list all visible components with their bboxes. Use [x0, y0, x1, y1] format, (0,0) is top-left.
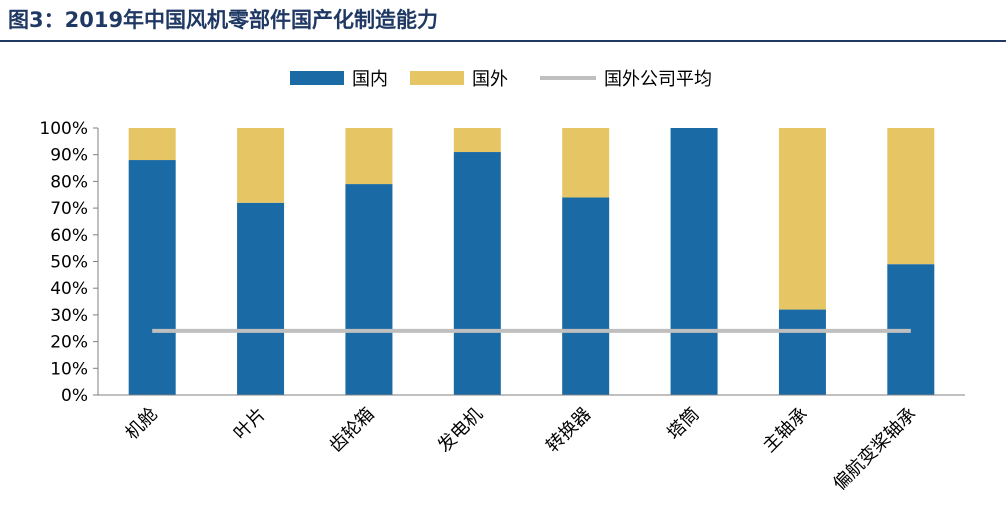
y-tick-label: 50%	[50, 253, 88, 273]
x-category-label: 转换器	[542, 404, 595, 457]
bar-foreign-1	[237, 128, 285, 203]
bar-domestic-6	[778, 309, 826, 395]
y-tick-label: 80%	[50, 172, 88, 192]
y-tick-label: 100%	[39, 119, 88, 139]
y-tick-label: 60%	[50, 226, 88, 246]
y-tick-label: 70%	[50, 199, 88, 219]
y-tick-label: 30%	[50, 306, 88, 326]
y-tick-label: 90%	[50, 146, 88, 166]
bar-foreign-7	[887, 128, 935, 265]
bar-foreign-0	[128, 128, 176, 161]
bar-foreign-2	[345, 128, 393, 185]
x-category-label: 机舱	[121, 404, 161, 444]
x-axis: 机舱 叶片 齿轮箱 发电机 转换器 塔筒 主轴承 偏航变桨轴承	[98, 394, 965, 495]
legend-domestic-label: 国内	[352, 69, 388, 90]
bar-foreign-4	[562, 128, 610, 198]
x-category-label: 主轴承	[759, 404, 812, 457]
x-category-label: 塔筒	[663, 404, 703, 444]
bar-domestic-5	[670, 128, 718, 395]
x-category-label: 偏航变桨轴承	[829, 404, 920, 495]
y-tick-label: 40%	[50, 279, 88, 299]
bar-domestic-3	[453, 152, 501, 395]
bar-domestic-0	[128, 160, 176, 395]
y-tick-label: 0%	[61, 386, 88, 406]
x-category-label: 齿轮箱	[325, 404, 378, 457]
bars	[128, 128, 935, 395]
legend: 国内 国外 国外公司平均	[290, 69, 712, 90]
legend-foreign-swatch	[410, 71, 464, 85]
title-rule	[0, 40, 1006, 42]
legend-domestic-swatch	[290, 71, 344, 85]
y-tick-label: 20%	[50, 333, 88, 353]
x-category-label: 叶片	[230, 404, 270, 444]
x-category-label: 发电机	[434, 404, 487, 457]
bar-foreign-3	[453, 128, 501, 153]
bar-domestic-4	[562, 197, 610, 395]
y-axis: 0% 10% 20% 30% 40% 50% 60% 70% 80% 90% 100%	[39, 119, 99, 406]
bar-domestic-1	[237, 202, 285, 395]
bar-domestic-2	[345, 184, 393, 395]
bar-foreign-6	[778, 128, 826, 310]
legend-foreign-label: 国外	[472, 69, 508, 90]
y-tick-label: 10%	[50, 359, 88, 379]
legend-average-label: 国外公司平均	[604, 69, 712, 90]
figure-title: 图3：2019年中国风机零部件国产化制造能力	[8, 8, 439, 32]
